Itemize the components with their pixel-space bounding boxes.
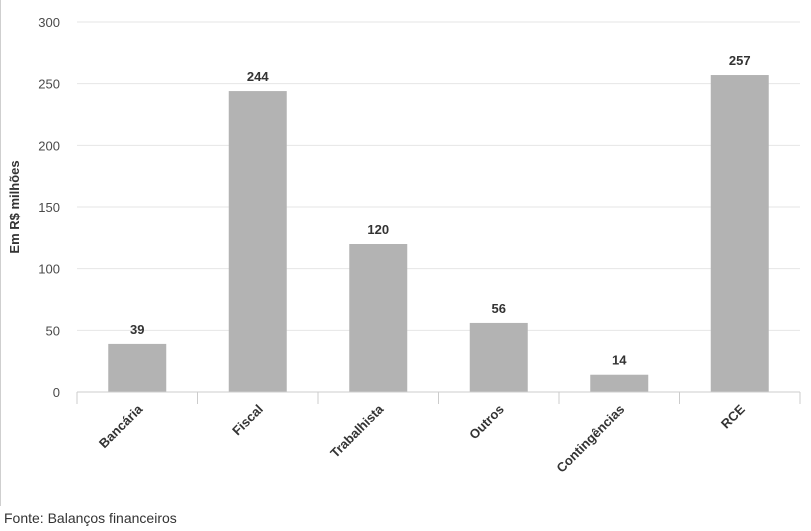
data-label: 14 (612, 353, 627, 368)
bars (108, 75, 769, 393)
bar (469, 322, 528, 392)
source-note: Fonte: Balanços financeiros (4, 510, 177, 526)
y-tick-label: 0 (53, 385, 60, 400)
bar-chart: 0 50 100 150 200 250 300 39 244 120 56 14 257 Bancá… (7, 15, 801, 475)
data-labels: 39 244 120 56 14 257 (130, 53, 751, 368)
y-tick-label: 100 (38, 262, 60, 277)
bar (590, 374, 649, 392)
bar (349, 244, 408, 392)
bar (710, 75, 769, 393)
bar (108, 343, 167, 392)
category-label: Outros (466, 402, 507, 443)
data-label: 244 (247, 69, 269, 84)
left-border (0, 0, 1, 506)
y-tick-label: 150 (38, 200, 60, 215)
y-axis-title: Em R$ milhões (7, 160, 22, 253)
y-axis-ticks: 0 50 100 150 200 250 300 (38, 15, 60, 400)
data-label: 257 (729, 53, 751, 68)
category-label: Trabalhista (327, 401, 387, 461)
category-label: Contingências (553, 402, 627, 476)
y-tick-label: 200 (38, 138, 60, 153)
gridlines (77, 21, 800, 331)
bar (228, 91, 287, 393)
data-label: 39 (130, 322, 144, 337)
category-label: Fiscal (229, 402, 266, 439)
y-tick-label: 300 (38, 15, 60, 30)
data-label: 120 (367, 222, 389, 237)
category-label: RCE (718, 401, 748, 431)
category-label: Bancária (96, 401, 146, 451)
category-labels: Bancária Fiscal Trabalhista Outros Contingên… (96, 401, 748, 475)
x-axis-ticks (76, 392, 801, 404)
y-tick-label: 250 (38, 77, 60, 92)
data-label: 56 (492, 301, 506, 316)
y-tick-label: 50 (46, 323, 60, 338)
